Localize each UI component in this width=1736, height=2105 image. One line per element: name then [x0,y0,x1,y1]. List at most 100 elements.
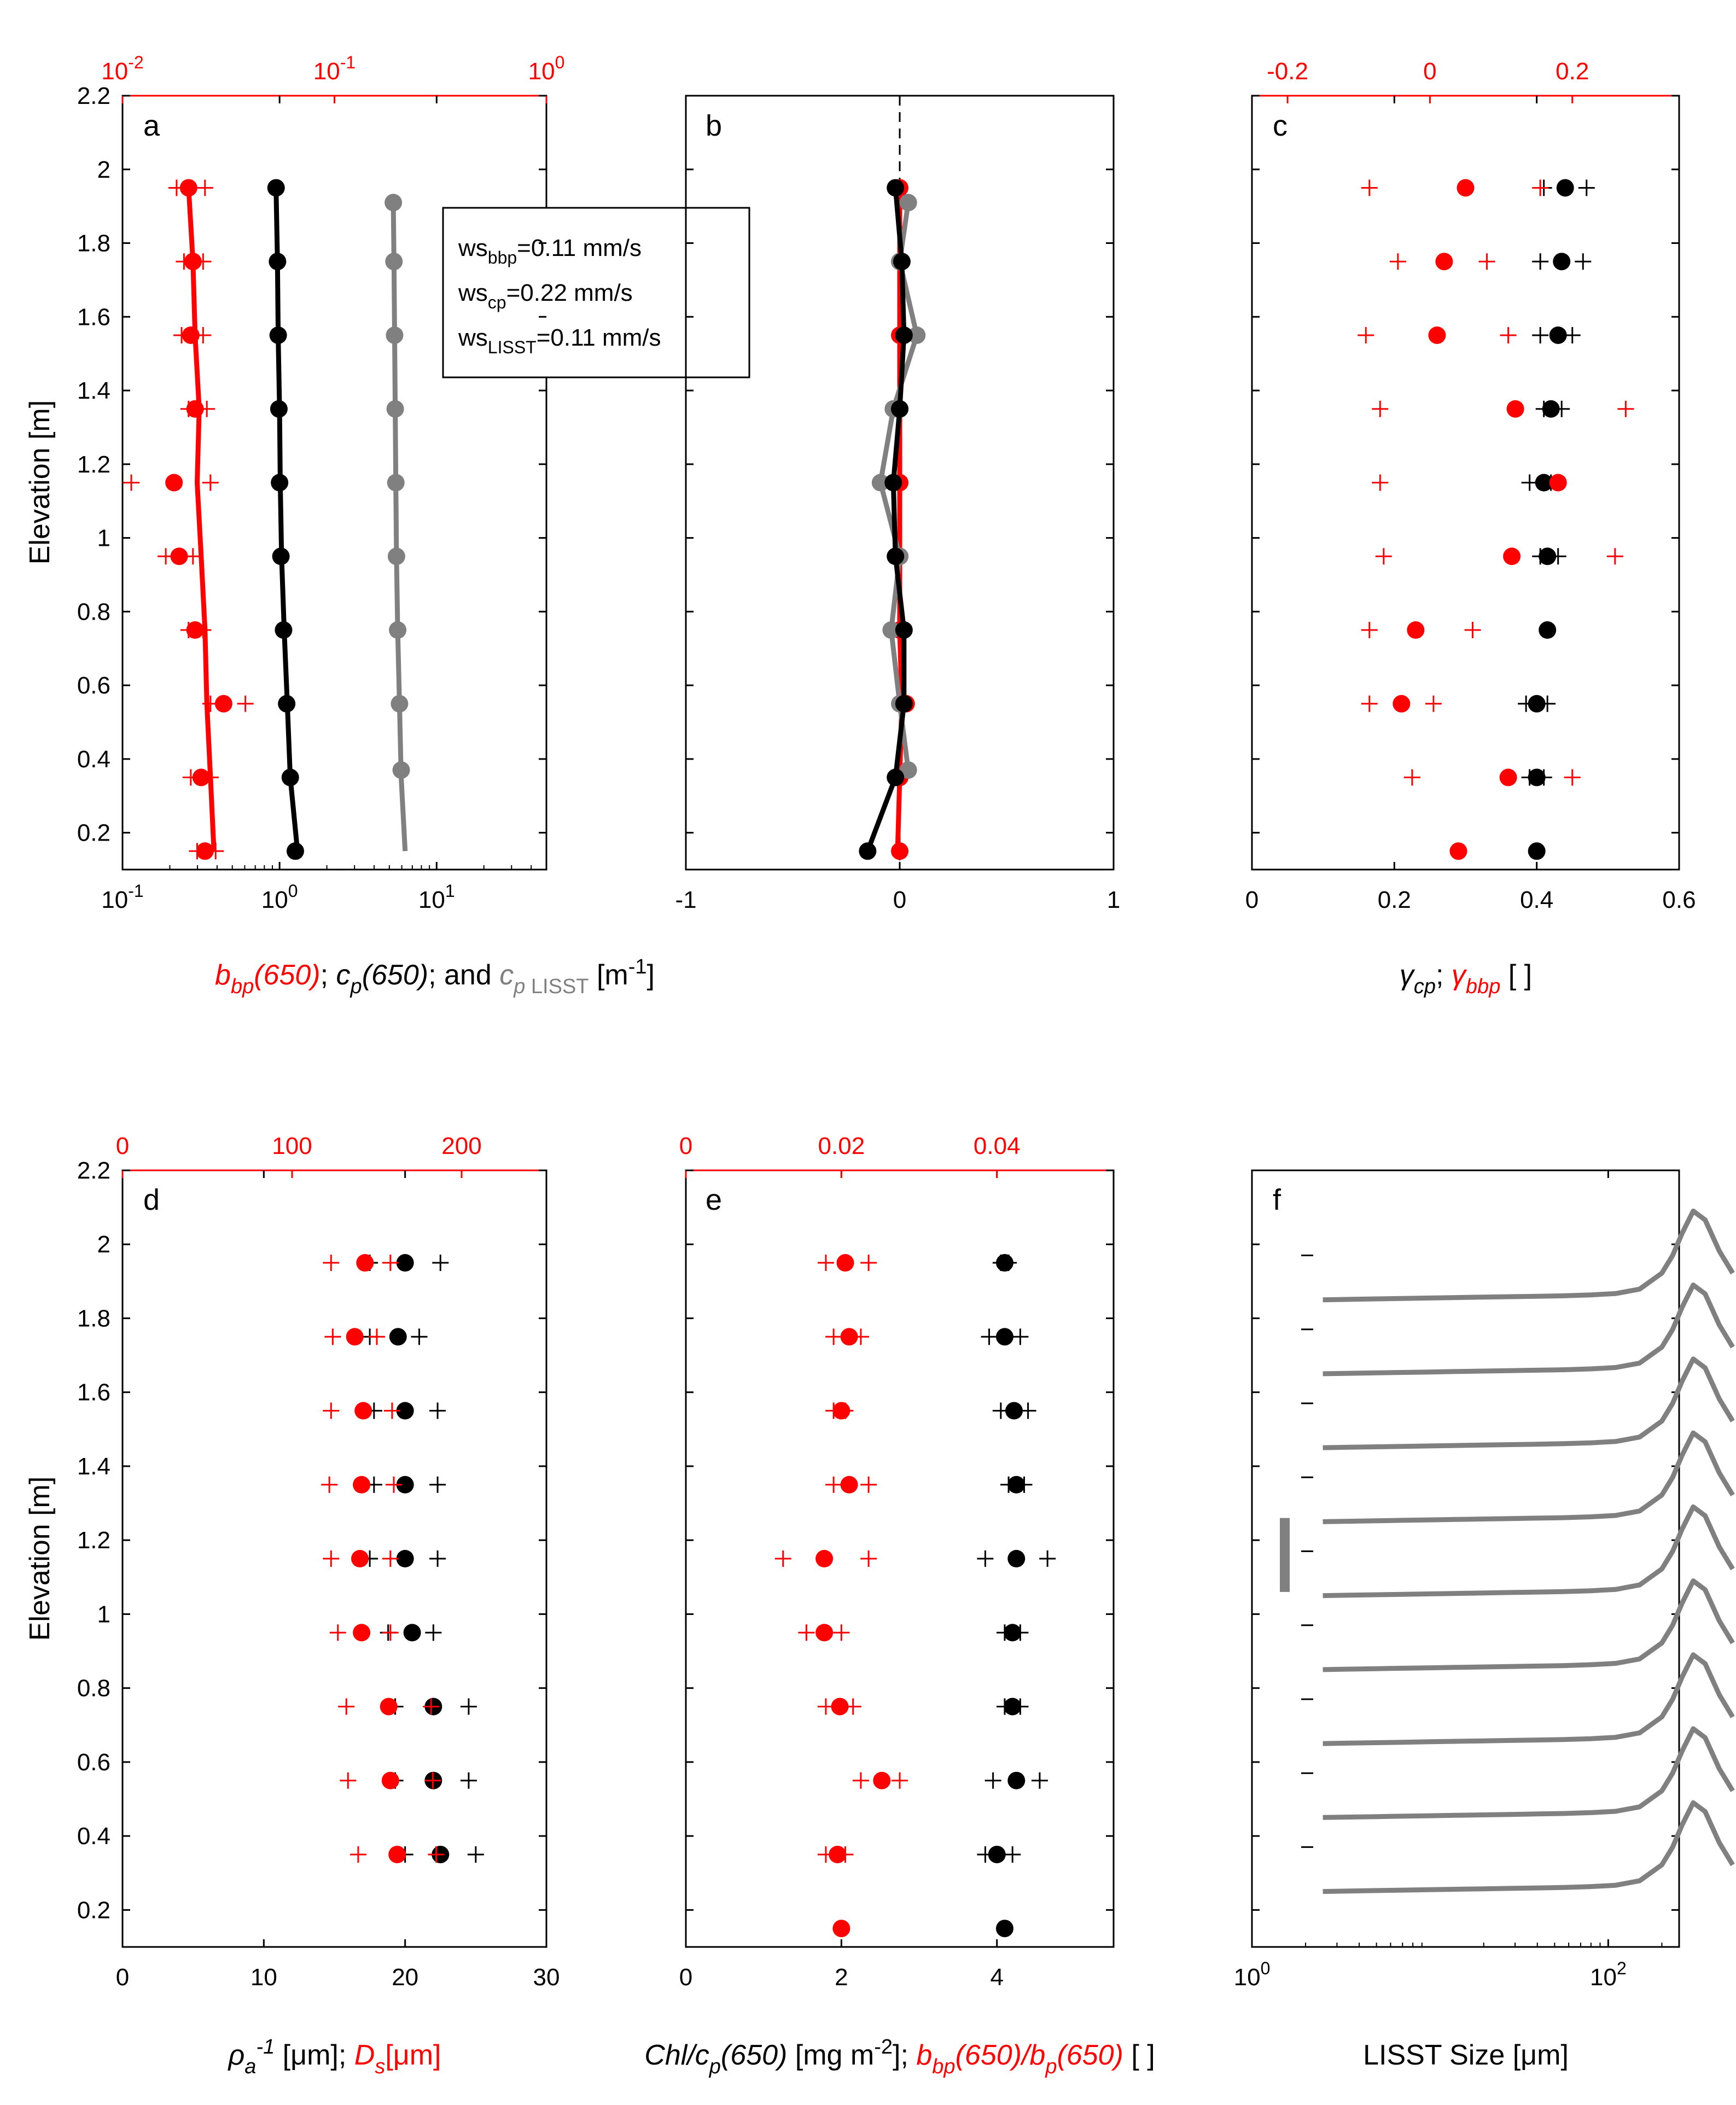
y-tick-label-a: 2 [97,156,110,183]
data-point-e [840,1476,858,1494]
top-tick-label-c: 0 [1423,58,1436,85]
data-point-d [396,1476,414,1494]
data-point-c [1542,400,1560,418]
data-point-a [269,253,287,271]
y-tick-label-a: 1.8 [77,230,110,257]
x-tick-label-b: 0 [893,887,906,913]
axes-frame-f [1251,1169,1680,1948]
legend-line-1: wsbbp=0.11 mm/s [458,235,642,267]
top-tick-label-c: 0.2 [1556,58,1589,85]
data-point-e [873,1771,891,1789]
data-point-b [884,474,902,492]
data-point-a [387,474,405,492]
data-point-e [836,1254,854,1272]
data-point-b [859,842,877,860]
size-distribution-5 [1323,1504,1735,1599]
data-point-d [396,1254,414,1272]
x-tick-label-e: 4 [990,1964,1003,1991]
series-line-a [186,188,217,852]
data-point-e [832,1920,850,1938]
data-point-a [192,768,210,786]
data-point-a [385,194,403,212]
series-line-a [391,202,408,852]
ylabel-bottom: Elevation [m] [24,1477,56,1641]
xlabel-d: ρa​-1​ [μm]; Ds​[μm] [228,2036,441,2078]
top-tick-label-d: 200 [441,1133,481,1159]
data-point-c [1528,768,1546,786]
data-point-a [391,695,409,713]
legend-line-3: wsLISST=0.11 mm/s [458,324,661,357]
data-point-c [1435,253,1453,271]
data-point-c [1528,695,1546,713]
y-tick-label-a: 0.4 [77,746,110,773]
size-distribution-8 [1323,1282,1735,1377]
x-tick-label-a: 101 [418,881,455,913]
y-tick-label-a: 1.2 [77,451,110,478]
size-distribution-4 [1323,1578,1735,1672]
data-point-b [891,400,908,418]
data-point-c [1556,179,1574,197]
y-tick-label-d: 1.6 [77,1379,110,1406]
panel-f: f [1251,1169,1680,1948]
x-tick-label-c: 0.4 [1520,887,1553,913]
panel-label-d: d [143,1183,160,1216]
top-tick-label-e: 0 [679,1133,692,1159]
panel-d: d [121,1169,547,1948]
data-point-d [353,1476,371,1494]
xlabel-a: bbp​(650); cp​(650); and cp​ LISST​ [m-1… [215,955,655,998]
x-tick-label-d: 30 [533,1964,560,1991]
data-point-c [1539,547,1557,565]
y-tick-label-d: 0.4 [77,1823,110,1850]
top-tick-label-d: 100 [272,1133,312,1159]
data-point-e [1007,1476,1026,1494]
data-point-d [354,1402,372,1420]
top-tick-label-d: 0 [116,1133,129,1159]
panel-label-a: a [143,109,160,142]
data-point-a [170,547,188,565]
data-point-a [214,695,232,713]
data-point-d [380,1698,398,1716]
data-point-a [275,621,293,639]
data-point-b [895,621,913,639]
data-point-e [995,1254,1013,1272]
data-point-e [1007,1771,1026,1789]
data-point-a [386,326,404,344]
x-tick-label-e: 2 [835,1964,848,1991]
panel-label-b: b [706,109,722,142]
x-tick-label-d: 10 [251,1964,277,1991]
data-point-c [1407,621,1425,639]
y-tick-label-a: 1.4 [77,377,110,404]
y-tick-label-d: 1.2 [77,1527,110,1554]
x-tick-label-f: 102 [1590,1958,1627,1991]
x-tick-label-b: 1 [1107,887,1120,913]
data-point-b [882,621,900,639]
data-point-b [908,326,926,344]
panel-label-c: c [1273,109,1288,142]
xlabel-f: LISST Size [μm] [1363,2039,1569,2071]
data-point-a [269,326,287,344]
data-point-e [829,1845,847,1863]
panel-e: e [685,1169,1115,1948]
data-point-d [396,1402,414,1420]
data-point-b [887,547,905,565]
x-tick-label-c: 0 [1245,887,1259,913]
data-point-c [1457,179,1475,197]
data-point-b [899,194,917,212]
panel-c: c [1251,95,1680,871]
y-tick-label-d: 2 [97,1231,110,1258]
x-tick-label-c: 0.2 [1378,887,1411,913]
data-point-a [270,400,288,418]
y-tick-label-a: 1.6 [77,304,110,330]
size-distribution-2 [1323,1726,1735,1820]
top-tick-label-a: 10-1 [313,53,356,85]
data-point-a [389,621,407,639]
data-point-b [891,842,908,860]
data-point-a [392,761,410,779]
data-point-c [1503,547,1521,565]
x-tick-label-e: 0 [679,1964,692,1991]
data-point-b [871,474,889,492]
top-tick-label-a: 10-2 [101,53,143,85]
data-point-b [893,253,911,271]
